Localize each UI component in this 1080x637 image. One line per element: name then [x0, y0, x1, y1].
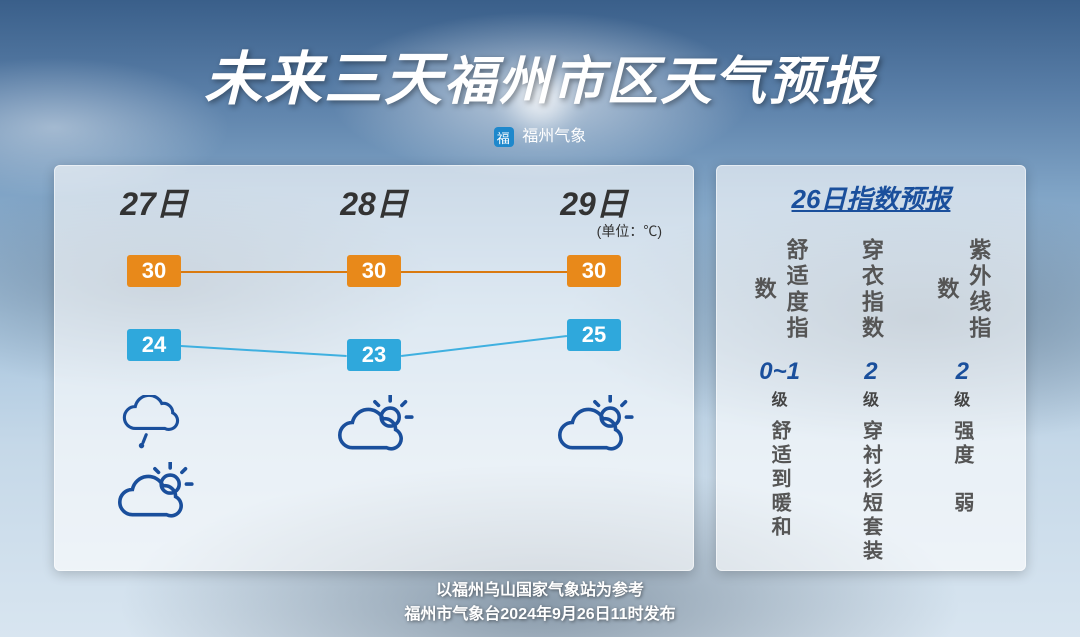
low-temp: 25 — [567, 319, 621, 351]
index-column: 穿衣指数 2级穿衬衫短套装 — [831, 230, 911, 564]
forecast-panel: 27日 28日 29日 (单位：℃) 30 24 30 23 30 25 — [54, 165, 694, 571]
footer: 以福州乌山国家气象站为参考 福州市气象台2024年9月26日11时发布 — [0, 579, 1080, 627]
index-label: 穿衣指数 — [855, 230, 887, 350]
index-column: 舒适度指数 0~1级舒适到暖和 — [740, 230, 820, 564]
brand: 福州气象 — [0, 122, 1080, 147]
low-temp-line — [181, 345, 347, 357]
index-desc: 强度 弱 — [948, 420, 977, 516]
index-column: 紫外线指数 2级强度 弱 — [922, 230, 1002, 564]
day-label: 27日 — [94, 179, 214, 225]
index-unit: 级 — [922, 386, 1002, 410]
unit-note: (单位：℃) — [597, 221, 662, 241]
index-title: 26日指数预报 — [734, 179, 1008, 216]
brand-icon — [494, 127, 514, 147]
temperature-chart: 30 24 30 23 30 25 — [94, 255, 654, 385]
low-temp-line — [401, 335, 567, 357]
high-temp: 30 — [567, 255, 621, 287]
low-temp: 23 — [347, 339, 401, 371]
index-value: 2 — [831, 358, 911, 386]
index-label: 舒适度指数 — [748, 230, 812, 350]
index-value: 2 — [922, 358, 1002, 386]
index-panel: 26日指数预报 舒适度指数0~1级舒适到暖和穿衣指数2级穿衬衫短套装紫外线指数2… — [716, 165, 1026, 571]
partly-cloudy-icon — [549, 395, 639, 464]
index-desc: 穿衬衫短套装 — [856, 420, 885, 564]
high-temp: 30 — [347, 255, 401, 287]
low-temp: 24 — [127, 329, 181, 361]
weather-icon-cell — [534, 395, 654, 531]
high-temp: 30 — [127, 255, 181, 287]
footer-line2: 福州市气象台2024年9月26日11时发布 — [0, 603, 1080, 627]
index-desc: 舒适到暖和 — [765, 420, 794, 540]
index-unit: 级 — [740, 386, 820, 410]
weather-icon-cell — [314, 395, 434, 531]
index-label: 紫外线指数 — [930, 230, 994, 350]
day-label: 29日 — [534, 179, 654, 225]
brand-text: 福州气象 — [522, 128, 586, 145]
partly-cloudy-icon — [109, 462, 199, 531]
day-label: 28日 — [314, 179, 434, 225]
title-sub: 福州市区天气预报 — [444, 53, 876, 111]
index-unit: 级 — [831, 386, 911, 410]
high-temp-line — [401, 271, 567, 273]
rain-icon — [115, 395, 193, 456]
index-value: 0~1 — [740, 358, 820, 386]
title-strong: 未来三天 — [204, 47, 444, 112]
page-title: 未来三天福州市区天气预报 — [0, 0, 1080, 116]
partly-cloudy-icon — [329, 395, 419, 464]
high-temp-line — [181, 271, 347, 273]
footer-line1: 以福州乌山国家气象站为参考 — [0, 579, 1080, 603]
weather-icon-cell — [94, 395, 214, 531]
